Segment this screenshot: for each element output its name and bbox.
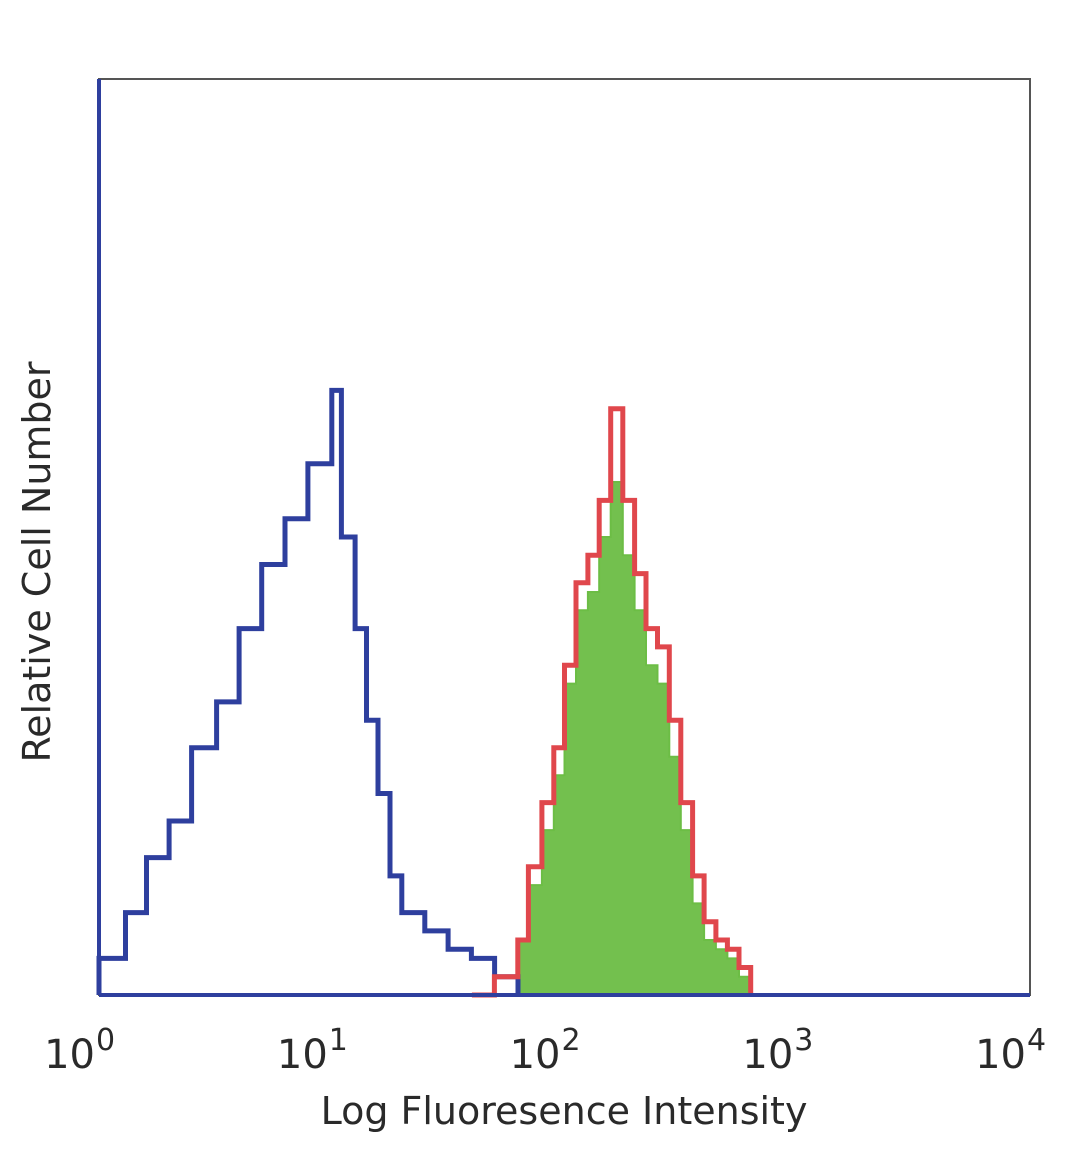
x-axis-label: Log Fluoresence Intensity — [321, 1089, 808, 1133]
histogram-series-0 — [96, 387, 521, 995]
x-tick-base: 10 — [510, 1032, 561, 1078]
x-tick-base: 10 — [44, 1032, 95, 1078]
x-tick-exponent: 4 — [1027, 1023, 1046, 1058]
x-tick-labels: 10 0 10 1 10 2 10 3 10 4 — [44, 1023, 1046, 1078]
x-tick-base: 10 — [277, 1032, 328, 1078]
y-axis-label: Relative Cell Number — [15, 361, 59, 762]
x-tick-exponent: 3 — [794, 1023, 813, 1058]
x-tick-exponent: 0 — [96, 1023, 115, 1058]
x-tick-label: 10 2 — [510, 1023, 581, 1078]
x-tick-exponent: 1 — [329, 1023, 348, 1058]
x-tick-base: 10 — [742, 1032, 793, 1078]
histogram-series-1 — [471, 406, 754, 998]
histogram-series-2 — [494, 481, 752, 996]
x-tick-label: 10 4 — [975, 1023, 1046, 1078]
series-layer — [96, 387, 754, 998]
x-tick-label: 10 3 — [742, 1023, 813, 1078]
x-tick-label: 10 0 — [44, 1023, 115, 1078]
x-tick-base: 10 — [975, 1032, 1026, 1078]
x-tick-exponent: 2 — [562, 1023, 581, 1058]
x-tick-label: 10 1 — [277, 1023, 348, 1078]
